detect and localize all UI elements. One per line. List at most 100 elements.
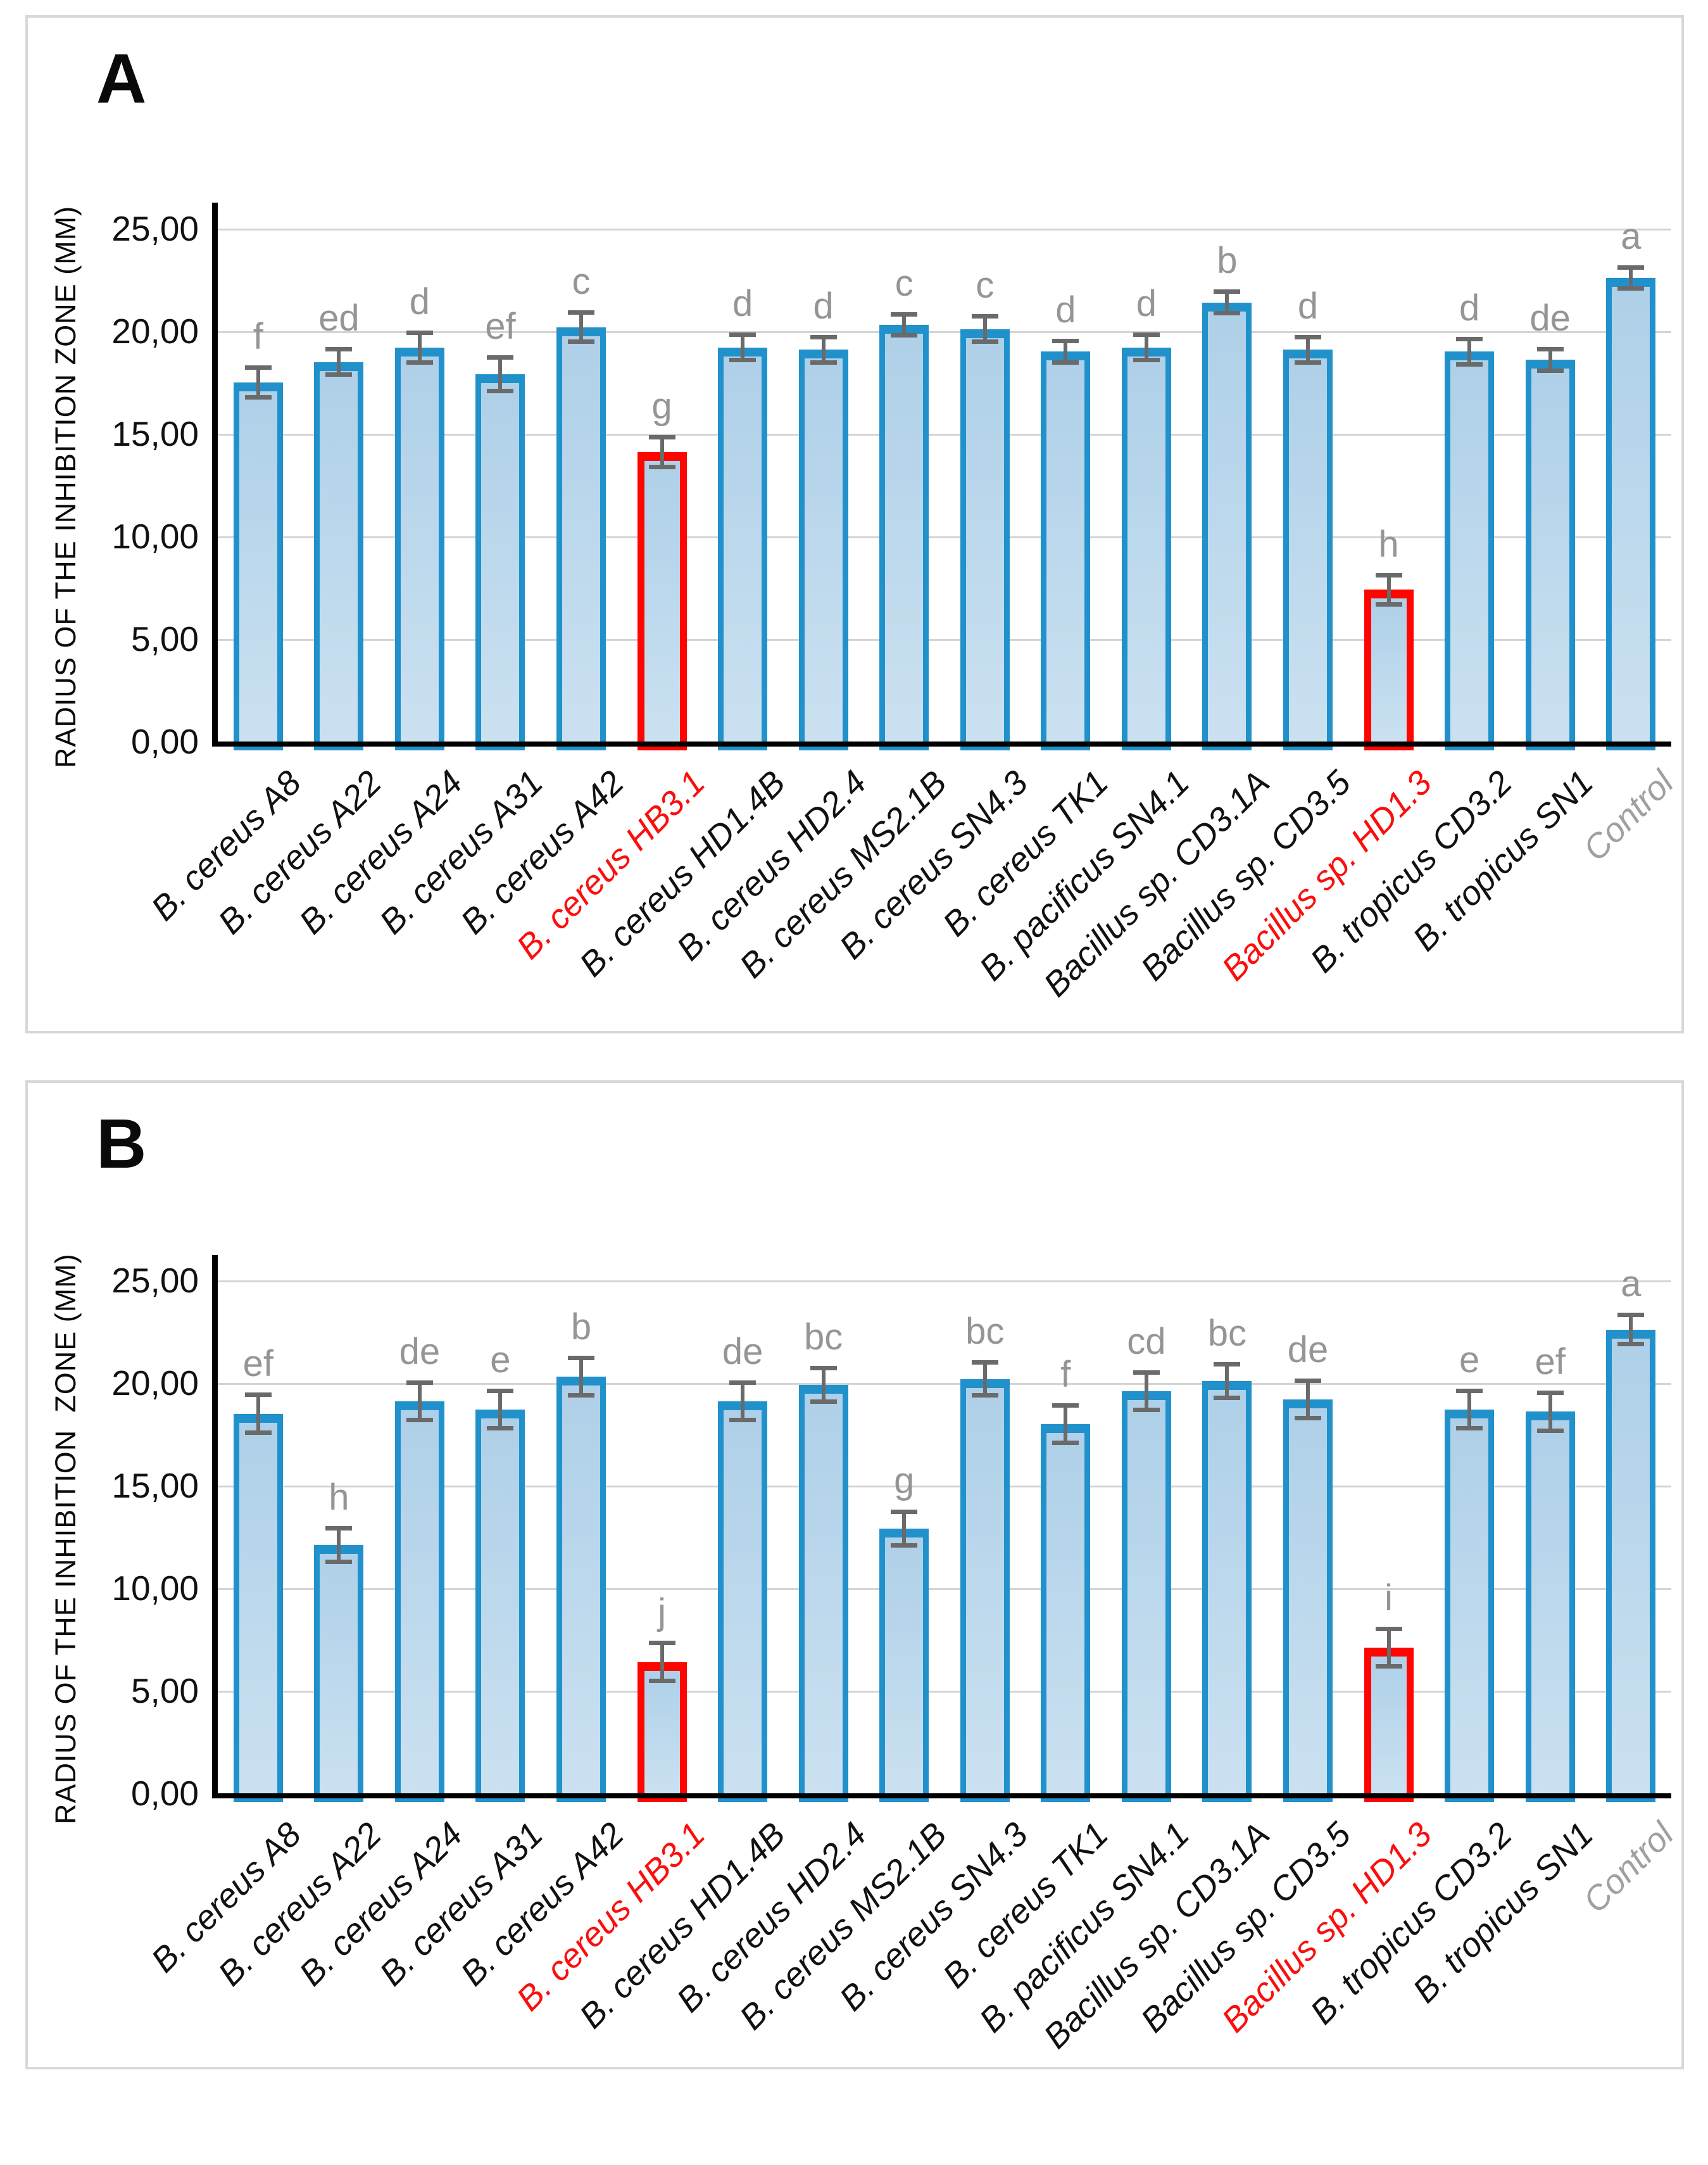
panel-b-error-cap-top-b-cereus-a22 — [325, 1526, 353, 1531]
panel-a-bar-b-tropicus-sn1 — [1525, 360, 1575, 750]
panel-b-error-bar-b-cereus-hb3-1 — [660, 1643, 664, 1681]
panel-a-bar-b-cereus-hd2-4 — [798, 350, 848, 750]
panel-a-gridline-25 — [218, 229, 1671, 230]
panel-a-sig-letter-b-pacificus-sn4-1: d — [1136, 283, 1157, 325]
panel-b-bar-bacillus-sp-hd1-3 — [1364, 1647, 1414, 1802]
panel-a-bar-bacillus-sp-cd3-5 — [1283, 350, 1333, 750]
panel-b-error-bar-b-cereus-sn4-3 — [983, 1362, 987, 1396]
panel-b-error-cap-top-b-cereus-hd1-4b — [729, 1380, 757, 1385]
panel-b-error-bar-b-cereus-a8 — [256, 1395, 260, 1432]
panel-a-error-cap-top-bacillus-sp-cd3-1a — [1214, 289, 1241, 294]
panel-b-gridline-20 — [218, 1383, 1671, 1385]
panel-a-error-cap-top-bacillus-sp-cd3-5 — [1295, 334, 1321, 339]
panel-a-error-bar-b-cereus-a24 — [417, 333, 422, 362]
panel-b-gridline-15 — [218, 1486, 1671, 1487]
panel-b-error-cap-top-bacillus-sp-cd3-5 — [1295, 1378, 1321, 1383]
panel-a-y-axis-title: RADIUS OF THE INHIBITION ZONE (MM) — [49, 205, 82, 769]
panel-b-bar-b-cereus-a22 — [314, 1544, 364, 1802]
panel-b-error-cap-top-bacillus-sp-hd1-3 — [1375, 1626, 1402, 1631]
panel-a-sig-letter-b-cereus-hd2-4: d — [813, 285, 834, 327]
panel-b-error-bar-bacillus-sp-cd3-5 — [1306, 1380, 1310, 1418]
panel-b-error-bar-b-tropicus-cd3-2 — [1467, 1391, 1472, 1429]
panel-a-bar-b-cereus-ms2-1b — [879, 325, 929, 750]
panel-b-gridline-5 — [218, 1691, 1671, 1693]
panel-b-y-axis-title: RADIUS OF THE INHIBITION ZONE (MM) — [49, 1253, 82, 1824]
panel-a-sig-letter-b-cereus-tk1: d — [1055, 289, 1076, 331]
panel-a-error-cap-top-b-tropicus-sn1 — [1536, 347, 1564, 352]
panel-a-bar-b-cereus-a8 — [233, 382, 283, 750]
panel-a-bar-b-cereus-a42 — [556, 327, 606, 750]
panel-b-sig-letter-b-cereus-tk1: f — [1060, 1353, 1071, 1395]
panel-b-bar-b-cereus-hd1-4b — [718, 1401, 768, 1802]
panel-a-error-bar-control — [1629, 267, 1633, 288]
panel-a-error-cap-bottom-b-cereus-ms2-1b — [891, 333, 918, 338]
panel-b-bar-b-pacificus-sn4-1 — [1121, 1391, 1171, 1802]
panel-b-error-cap-top-b-cereus-sn4-3 — [971, 1360, 998, 1365]
panel-b-error-cap-bottom-b-cereus-a24 — [406, 1418, 433, 1423]
panel-a-ytick-10: 10,00 — [111, 517, 199, 556]
panel-b-error-cap-top-b-cereus-ms2-1b — [891, 1510, 918, 1515]
panel-b-label: B — [96, 1105, 147, 1183]
panel-b-error-cap-top-b-cereus-a42 — [568, 1356, 594, 1361]
panel-a-error-cap-bottom-b-tropicus-cd3-2 — [1456, 362, 1483, 367]
panel-b-error-bar-b-tropicus-sn1 — [1548, 1393, 1552, 1430]
panel-a-error-cap-bottom-bacillus-sp-hd1-3 — [1375, 602, 1402, 607]
panel-b-sig-letter-bacillus-sp-cd3-5: de — [1287, 1329, 1329, 1370]
panel-b-ytick-0: 0,00 — [130, 1774, 199, 1813]
panel-b-error-cap-bottom-b-cereus-a8 — [244, 1430, 272, 1435]
panel-a-error-cap-top-b-cereus-ms2-1b — [891, 312, 918, 317]
panel-a-error-bar-b-pacificus-sn4-1 — [1144, 335, 1148, 360]
panel-a-bar-bacillus-sp-cd3-1a — [1202, 302, 1252, 750]
panel-b-error-cap-bottom-control — [1617, 1342, 1645, 1347]
panel-a-error-cap-top-b-cereus-a8 — [244, 365, 272, 370]
panel-a-sig-letter-b-tropicus-sn1: de — [1529, 298, 1571, 339]
panel-a-error-bar-b-cereus-a22 — [337, 350, 341, 375]
panel-b-x-axis-line — [212, 1793, 1671, 1798]
panel-a-error-bar-b-cereus-hd2-4 — [821, 337, 826, 362]
panel-a-sig-letter-b-cereus-a22: ed — [318, 298, 360, 339]
panel-a-error-cap-top-b-cereus-hd1-4b — [729, 332, 757, 338]
panel-b-error-cap-bottom-b-cereus-a31 — [487, 1426, 514, 1431]
panel-b-error-cap-top-b-cereus-a24 — [406, 1380, 433, 1385]
panel-b-error-cap-bottom-b-cereus-sn4-3 — [971, 1393, 998, 1398]
panel-b-error-cap-top-b-cereus-hb3-1 — [648, 1641, 675, 1646]
panel-b-error-cap-top-b-cereus-hd2-4 — [810, 1366, 837, 1371]
panel-a-error-bar-b-cereus-a31 — [498, 358, 503, 391]
panel-a-gridline-20 — [218, 331, 1671, 333]
panel-b-bar-b-cereus-a8 — [233, 1413, 283, 1802]
panel-a-error-bar-b-cereus-a42 — [579, 312, 583, 342]
panel-a-bar-b-cereus-a31 — [475, 374, 525, 750]
panel-b-error-cap-bottom-b-cereus-hd1-4b — [729, 1418, 757, 1423]
panel-b-bar-b-cereus-a42 — [556, 1377, 606, 1802]
panel-a-error-cap-bottom-bacillus-sp-cd3-1a — [1214, 310, 1241, 315]
panel-a-sig-letter-b-cereus-a24: d — [409, 281, 430, 323]
panel-a-error-bar-bacillus-sp-cd3-1a — [1225, 292, 1229, 313]
panel-a-error-cap-bottom-b-cereus-a42 — [568, 339, 594, 344]
panel-a-error-cap-top-bacillus-sp-hd1-3 — [1375, 572, 1402, 578]
panel-b-error-cap-bottom-b-cereus-tk1 — [1052, 1440, 1079, 1445]
panel-a-x-axis-line — [212, 742, 1671, 747]
panel-b-sig-letter-b-cereus-a24: de — [399, 1331, 441, 1372]
panel-a-gridline-15 — [218, 434, 1671, 436]
panel-a-error-bar-b-tropicus-sn1 — [1548, 350, 1552, 370]
panel-a-error-cap-bottom-b-cereus-hd1-4b — [729, 358, 757, 363]
panel-b-ytick-15: 15,00 — [111, 1466, 199, 1505]
panel-a-ytick-25: 25,00 — [111, 209, 199, 248]
panel-b-error-cap-bottom-b-cereus-a22 — [325, 1559, 353, 1564]
panel-a-sig-letter-bacillus-sp-cd3-5: d — [1297, 285, 1319, 327]
panel-b-ytick-20: 20,00 — [111, 1363, 199, 1403]
panel-a-bar-control — [1606, 277, 1656, 750]
panel-b-bar-b-cereus-hd2-4 — [798, 1385, 848, 1802]
panel-b-error-cap-bottom-bacillus-sp-cd3-1a — [1214, 1395, 1241, 1400]
panel-a-bar-b-cereus-a22 — [314, 362, 364, 750]
panel-a-error-cap-top-b-cereus-a24 — [406, 331, 433, 336]
panel-a-gridline-10 — [218, 536, 1671, 538]
panel-a-error-cap-top-b-cereus-a22 — [325, 347, 353, 352]
panel-a-bar-bacillus-sp-hd1-3 — [1364, 590, 1414, 750]
panel-b-error-bar-b-cereus-ms2-1b — [902, 1512, 907, 1545]
panel-b-sig-letter-bacillus-sp-cd3-1a: bc — [1207, 1312, 1247, 1354]
panel-a-bar-b-cereus-tk1 — [1041, 351, 1091, 750]
panel-a-sig-letter-b-cereus-a8: f — [253, 316, 263, 358]
panel-b-error-bar-bacillus-sp-cd3-1a — [1225, 1364, 1229, 1398]
panel-a-sig-letter-b-tropicus-cd3-2: d — [1459, 287, 1480, 329]
